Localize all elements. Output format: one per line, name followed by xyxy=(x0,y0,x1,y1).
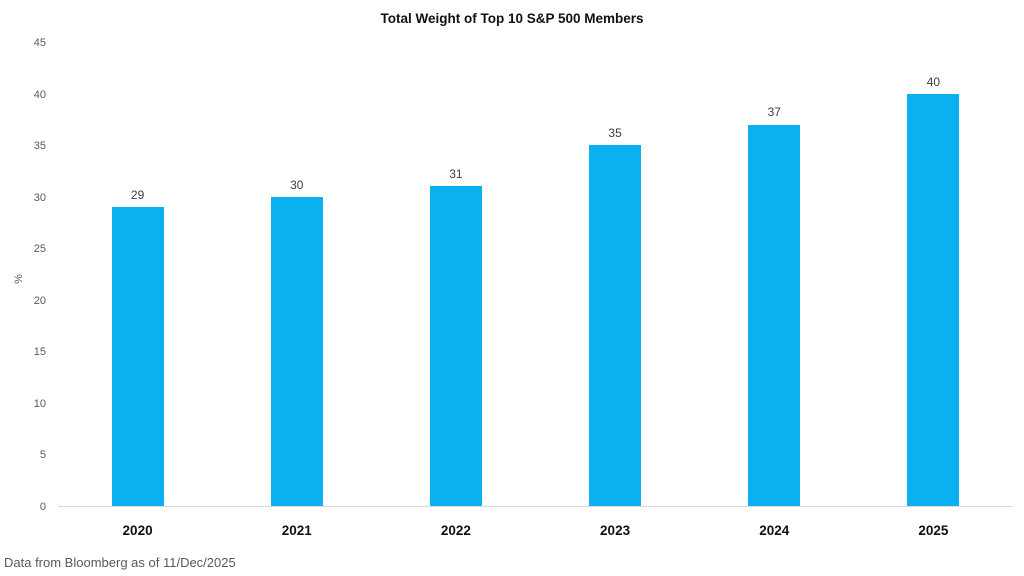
bar-2025 xyxy=(907,93,960,506)
y-tick-label: 25 xyxy=(33,243,46,256)
bar-2024 xyxy=(748,124,801,506)
x-tick-label-2020: 2020 xyxy=(122,523,153,538)
y-tick-label: 35 xyxy=(33,140,46,153)
y-tick-label: 30 xyxy=(33,191,46,204)
y-tick-label: 5 xyxy=(39,449,46,462)
x-tick-label-2022: 2022 xyxy=(440,523,471,538)
bar-value-label: 35 xyxy=(608,126,622,141)
x-axis-line xyxy=(58,506,1013,507)
y-axis-label: % xyxy=(13,274,25,284)
x-tick-label-2025: 2025 xyxy=(918,523,949,538)
bar-2022 xyxy=(429,186,482,506)
y-tick-label: 45 xyxy=(33,37,46,49)
bar-2023 xyxy=(589,145,642,506)
y-tick-label: 40 xyxy=(33,88,46,101)
source-note: Data from Bloomberg as of 11/Dec/2025 xyxy=(4,555,236,570)
chart-title: Total Weight of Top 10 S&P 500 Members xyxy=(380,11,644,26)
y-tick-label: 15 xyxy=(33,346,46,359)
bar-2021 xyxy=(270,196,323,506)
y-tick-label: 20 xyxy=(33,294,46,307)
y-tick-label: 0 xyxy=(39,501,46,513)
bar-value-label: 40 xyxy=(926,74,941,89)
x-tick-label-2021: 2021 xyxy=(281,523,312,538)
bar-value-label: 31 xyxy=(449,167,463,182)
x-tick-label-2023: 2023 xyxy=(600,523,631,538)
bar-2020 xyxy=(111,206,164,506)
y-tick-label: 10 xyxy=(33,397,46,410)
bar-value-label: 29 xyxy=(130,187,145,202)
plot-area: 29 30 31 35 37 40 xyxy=(58,43,1013,507)
bar-value-label: 37 xyxy=(767,105,781,120)
x-tick-label-2024: 2024 xyxy=(759,523,790,538)
bar-value-label: 30 xyxy=(290,177,304,192)
